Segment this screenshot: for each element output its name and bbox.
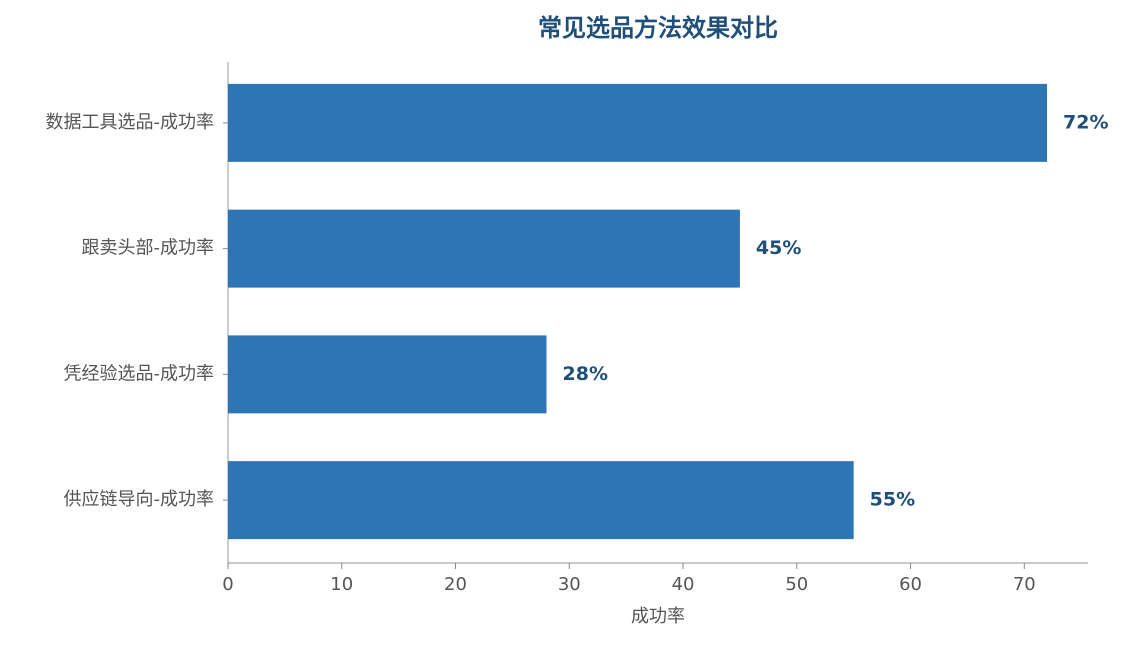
y-tick-label: 凭经验选品-成功率 <box>64 363 215 384</box>
y-tick-label: 跟卖头部-成功率 <box>82 238 215 259</box>
x-tick-label: 20 <box>444 574 467 595</box>
value-label: 45% <box>756 237 801 259</box>
value-label: 55% <box>870 489 915 511</box>
value-label: 28% <box>563 363 608 385</box>
chart-title: 常见选品方法效果对比 <box>538 14 778 42</box>
x-tick-label: 40 <box>672 574 695 595</box>
x-tick-label: 70 <box>1013 574 1036 595</box>
x-tick-label: 0 <box>222 574 233 595</box>
x-tick-label: 60 <box>899 574 922 595</box>
bar <box>228 461 854 540</box>
x-tick-label: 30 <box>558 574 581 595</box>
y-tick-label: 供应链导向-成功率 <box>64 489 215 510</box>
x-tick-label: 50 <box>785 574 808 595</box>
value-label: 72% <box>1063 111 1108 133</box>
x-axis-label: 成功率 <box>631 606 685 627</box>
x-tick-label: 10 <box>330 574 353 595</box>
bar <box>228 83 1048 162</box>
bar <box>228 209 740 288</box>
y-tick-label: 数据工具选品-成功率 <box>46 112 215 133</box>
bar <box>228 335 547 414</box>
